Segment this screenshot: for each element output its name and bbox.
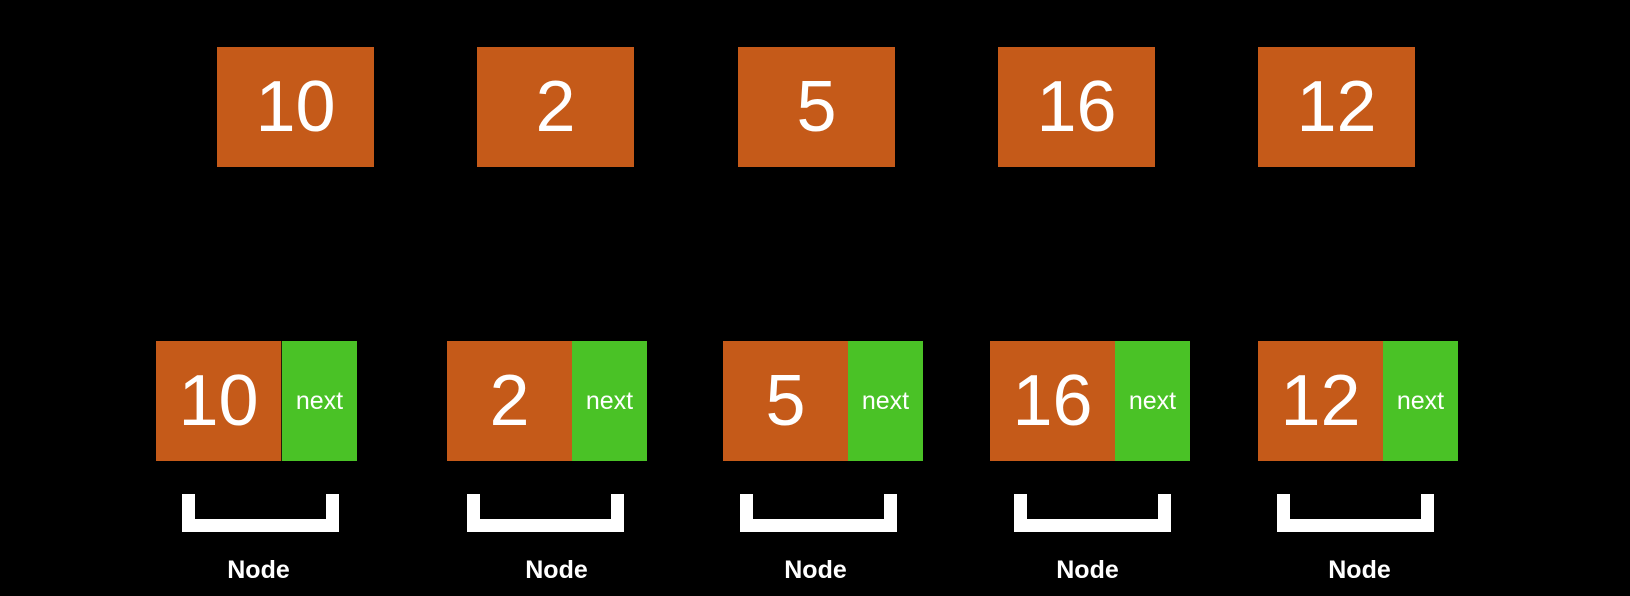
node-next-cell: next bbox=[282, 341, 357, 461]
node-next-cell: next bbox=[1383, 341, 1458, 461]
node-data-cell: 12 bbox=[1258, 341, 1383, 461]
node-caption: Node bbox=[784, 556, 847, 584]
node-bracket bbox=[1014, 494, 1171, 532]
node-data-cell: 2 bbox=[447, 341, 572, 461]
node-caption: Node bbox=[1328, 556, 1391, 584]
node-data-cell: 10 bbox=[156, 341, 282, 461]
node-2: 2 next bbox=[447, 341, 647, 461]
node-bracket bbox=[740, 494, 897, 532]
node-bracket bbox=[467, 494, 624, 532]
value-box-4: 16 bbox=[998, 47, 1155, 167]
node-5: 12 next bbox=[1258, 341, 1458, 461]
node-next-cell: next bbox=[572, 341, 647, 461]
node-caption: Node bbox=[227, 556, 290, 584]
node-data-cell: 16 bbox=[990, 341, 1115, 461]
node-4: 16 next bbox=[990, 341, 1190, 461]
value-box-1: 10 bbox=[217, 47, 374, 167]
node-1: 10 next bbox=[156, 341, 357, 461]
node-3: 5 next bbox=[723, 341, 923, 461]
node-bracket bbox=[1277, 494, 1434, 532]
value-box-3: 5 bbox=[738, 47, 895, 167]
node-caption: Node bbox=[525, 556, 588, 584]
node-next-cell: next bbox=[1115, 341, 1190, 461]
value-box-5: 12 bbox=[1258, 47, 1415, 167]
node-next-cell: next bbox=[848, 341, 923, 461]
node-bracket bbox=[182, 494, 339, 532]
node-data-cell: 5 bbox=[723, 341, 848, 461]
node-caption: Node bbox=[1056, 556, 1119, 584]
value-box-2: 2 bbox=[477, 47, 634, 167]
